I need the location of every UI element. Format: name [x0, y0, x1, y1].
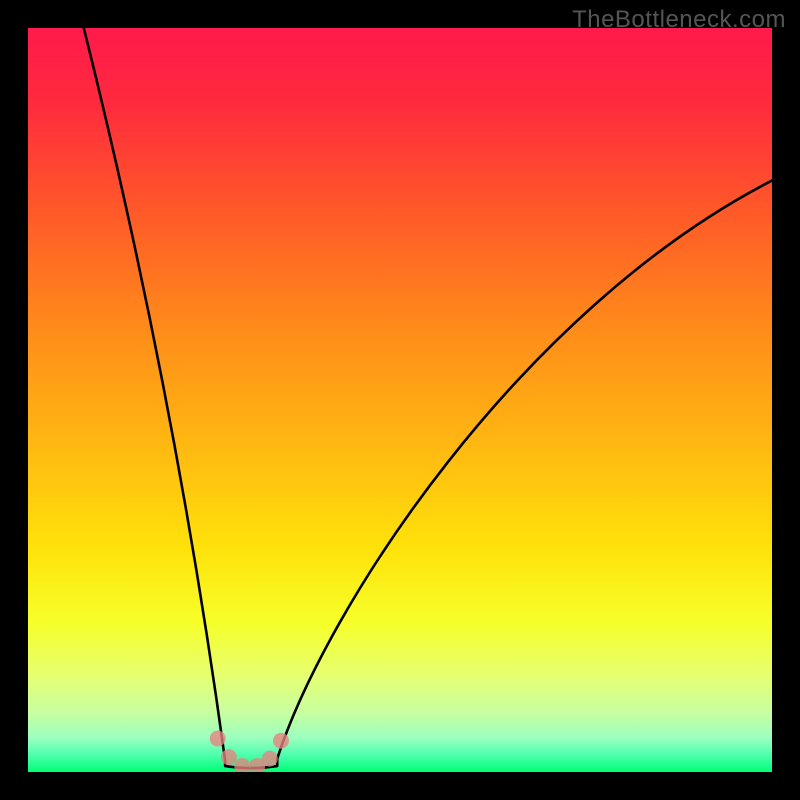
- trough-marker: [221, 749, 237, 765]
- bottleneck-curve-chart: [28, 28, 772, 772]
- watermark-text: TheBottleneck.com: [572, 6, 786, 34]
- gradient-background: [28, 28, 772, 772]
- trough-marker: [262, 751, 278, 767]
- chart-frame: [0, 0, 800, 800]
- trough-marker: [273, 733, 289, 749]
- trough-marker: [210, 731, 226, 747]
- plot-area: [28, 28, 772, 772]
